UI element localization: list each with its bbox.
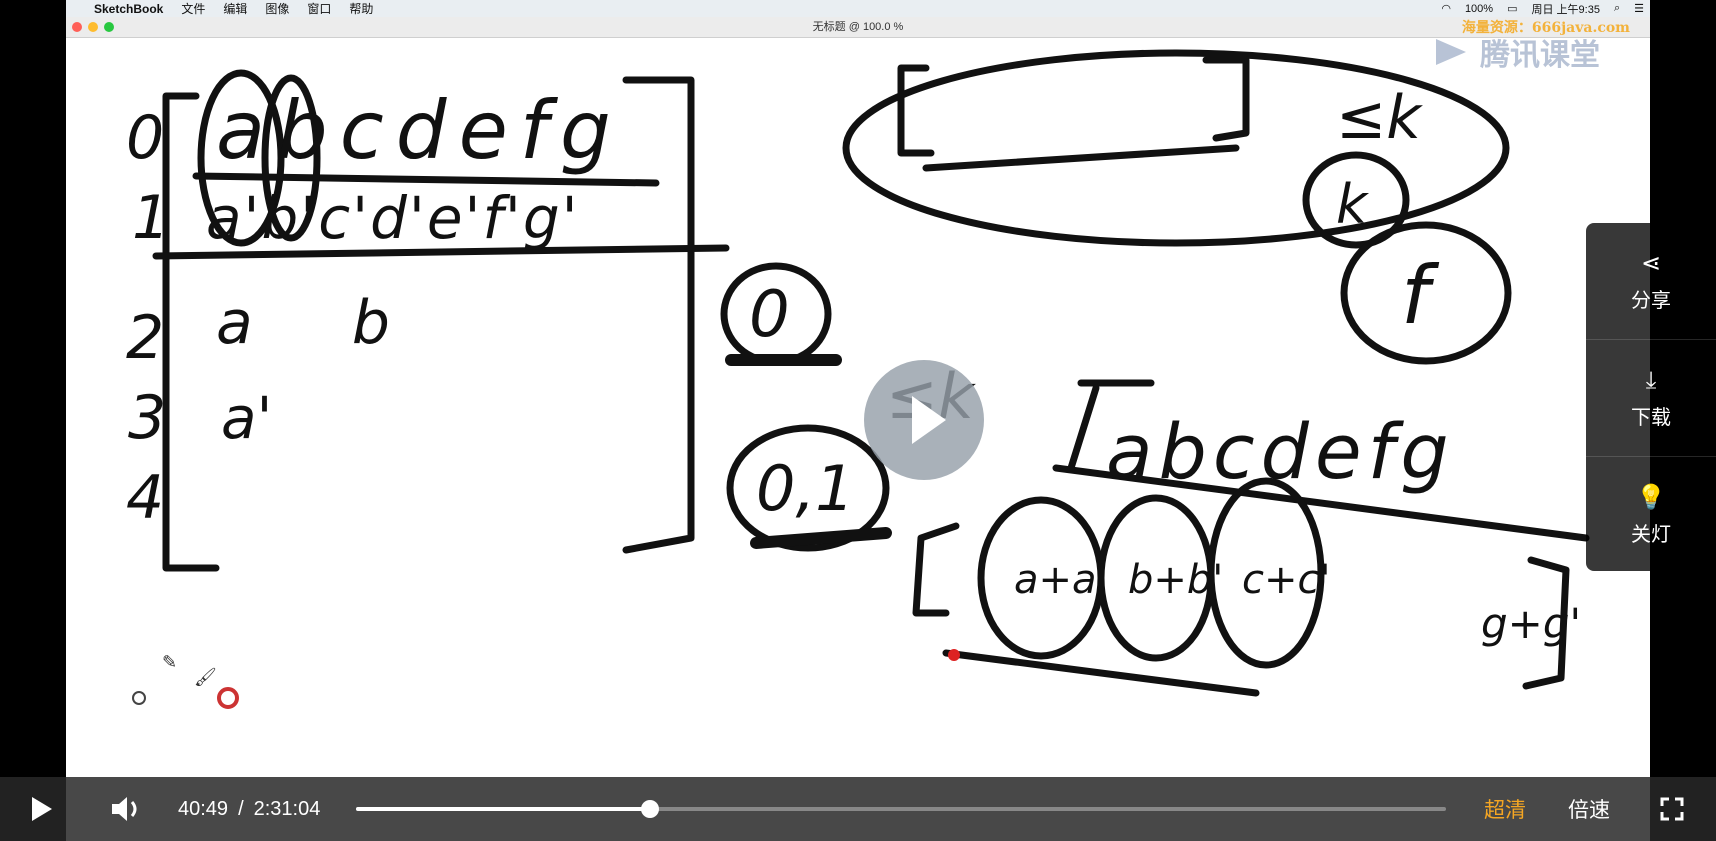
menu-list-icon[interactable]: ☰ — [1634, 3, 1644, 15]
wifi-icon[interactable]: ◠ — [1441, 3, 1451, 15]
volume-button[interactable] — [110, 777, 144, 841]
menu-window[interactable]: 窗口 — [307, 2, 332, 16]
watermark-text: 海量资源：666java.com — [1461, 20, 1630, 36]
label-f-circle: f — [1401, 249, 1440, 342]
pair-c: c+c' — [1242, 557, 1331, 603]
row1-letters: a'b'c'd'e'f'g' — [206, 184, 580, 252]
progress-bar[interactable] — [356, 800, 1446, 818]
menubar-status: ◠ 100% ▭ 周日 上午9:35 ⌕ ☰ — [1441, 0, 1644, 17]
mac-menubar: SketchBook 文件 编辑 图像 窗口 帮助 ◠ 100% ▭ 周日 上午… — [66, 0, 1650, 17]
color-wheel-icon[interactable] — [217, 687, 239, 709]
pair-a: a+a' — [1014, 557, 1108, 603]
label-zero-one: 0,1 — [756, 452, 855, 525]
row2-letters: a b — [216, 288, 430, 358]
row-number-0: 0 — [126, 103, 164, 173]
row-number-3: 3 — [128, 383, 166, 453]
row-number-2: 2 — [126, 303, 164, 373]
brush-tool-icon[interactable]: 🖌 — [194, 667, 217, 687]
menu-image[interactable]: 图像 — [265, 2, 290, 16]
brush-settings-icon[interactable] — [132, 691, 146, 705]
label-zero: 0 — [749, 278, 790, 352]
share-button[interactable]: ⋖ 分享 — [1586, 223, 1716, 340]
progress-handle[interactable] — [641, 800, 660, 818]
share-label: 分享 — [1631, 290, 1671, 312]
tencent-classroom-logo: 腾讯课堂 — [1432, 30, 1600, 74]
minimize-window-icon[interactable] — [88, 22, 98, 32]
close-window-icon[interactable] — [72, 22, 82, 32]
speed-button[interactable]: 倍速 — [1568, 799, 1610, 822]
current-time: 40:49 — [178, 797, 229, 820]
play-overlay-button[interactable] — [864, 360, 984, 480]
fullscreen-icon — [1660, 797, 1684, 821]
share-icon: ⋖ — [1640, 250, 1662, 277]
time-display: 40:49 / 2:31:04 — [178, 777, 320, 841]
row3-letters: a' — [221, 384, 273, 452]
download-button[interactable]: ⤓ 下载 — [1586, 340, 1716, 457]
fullscreen-button[interactable] — [1660, 777, 1684, 841]
battery-percent: 100% — [1464, 2, 1494, 15]
row-number-4: 4 — [126, 463, 164, 533]
lights-off-label: 关灯 — [1631, 524, 1671, 546]
bottom-right-letters: abcdefg — [1106, 407, 1455, 496]
window-title: 无标题 @ 100.0 % — [812, 21, 904, 33]
label-k-circle: k — [1336, 173, 1370, 236]
row-number-1: 1 — [132, 183, 170, 253]
zoom-window-icon[interactable] — [104, 22, 114, 32]
brand-name: 腾讯课堂 — [1480, 39, 1600, 72]
label-le-k-top: ≤k — [1336, 83, 1423, 153]
play-icon — [32, 797, 52, 821]
download-icon: ⤓ — [1645, 366, 1657, 394]
window-titlebar: 无标题 @ 100.0 % — [66, 17, 1650, 38]
search-icon[interactable]: ⌕ — [1613, 2, 1621, 14]
tencent-classroom-logo-icon — [1436, 39, 1466, 65]
menu-edit[interactable]: 编辑 — [223, 2, 248, 16]
play-button[interactable] — [30, 777, 54, 841]
progress-fill — [356, 807, 651, 811]
download-label: 下载 — [1631, 406, 1671, 429]
pencil-tool-icon[interactable]: ✎ — [162, 652, 177, 672]
sketch-canvas[interactable]: 0 1 2 3 4 abcdefg a'b'c'd'e'f'g' a b a' … — [66, 38, 1650, 778]
duration: 2:31:04 — [253, 797, 321, 820]
traffic-lights — [72, 22, 114, 32]
clock[interactable]: 周日 上午9:35 — [1531, 3, 1600, 16]
pair-g: g+g' — [1481, 599, 1581, 648]
time-separator: / — [238, 797, 244, 820]
menu-file[interactable]: 文件 — [181, 2, 206, 16]
menu-app-name[interactable]: SketchBook — [94, 1, 164, 16]
side-action-panel: ⋖ 分享 ⤓ 下载 💡 关灯 — [1586, 223, 1716, 571]
menu-help[interactable]: 帮助 — [349, 2, 374, 16]
volume-icon — [112, 797, 137, 821]
laser-pointer-dot — [948, 649, 960, 661]
battery-icon[interactable]: ▭ — [1507, 3, 1518, 15]
video-controls: 40:49 / 2:31:04 超清 倍速 — [0, 777, 1716, 841]
lights-off-button[interactable]: 💡 关灯 — [1586, 457, 1716, 573]
quality-button[interactable]: 超清 — [1484, 799, 1526, 822]
lightbulb-icon: 💡 — [1636, 484, 1666, 511]
row0-letters: abcdefg — [216, 84, 623, 177]
sketchbook-toolbar: ✎ 🖌 — [132, 652, 239, 709]
pair-b: b+b' — [1128, 557, 1223, 603]
screen-share-frame: SketchBook 文件 编辑 图像 窗口 帮助 ◠ 100% ▭ 周日 上午… — [66, 0, 1650, 841]
